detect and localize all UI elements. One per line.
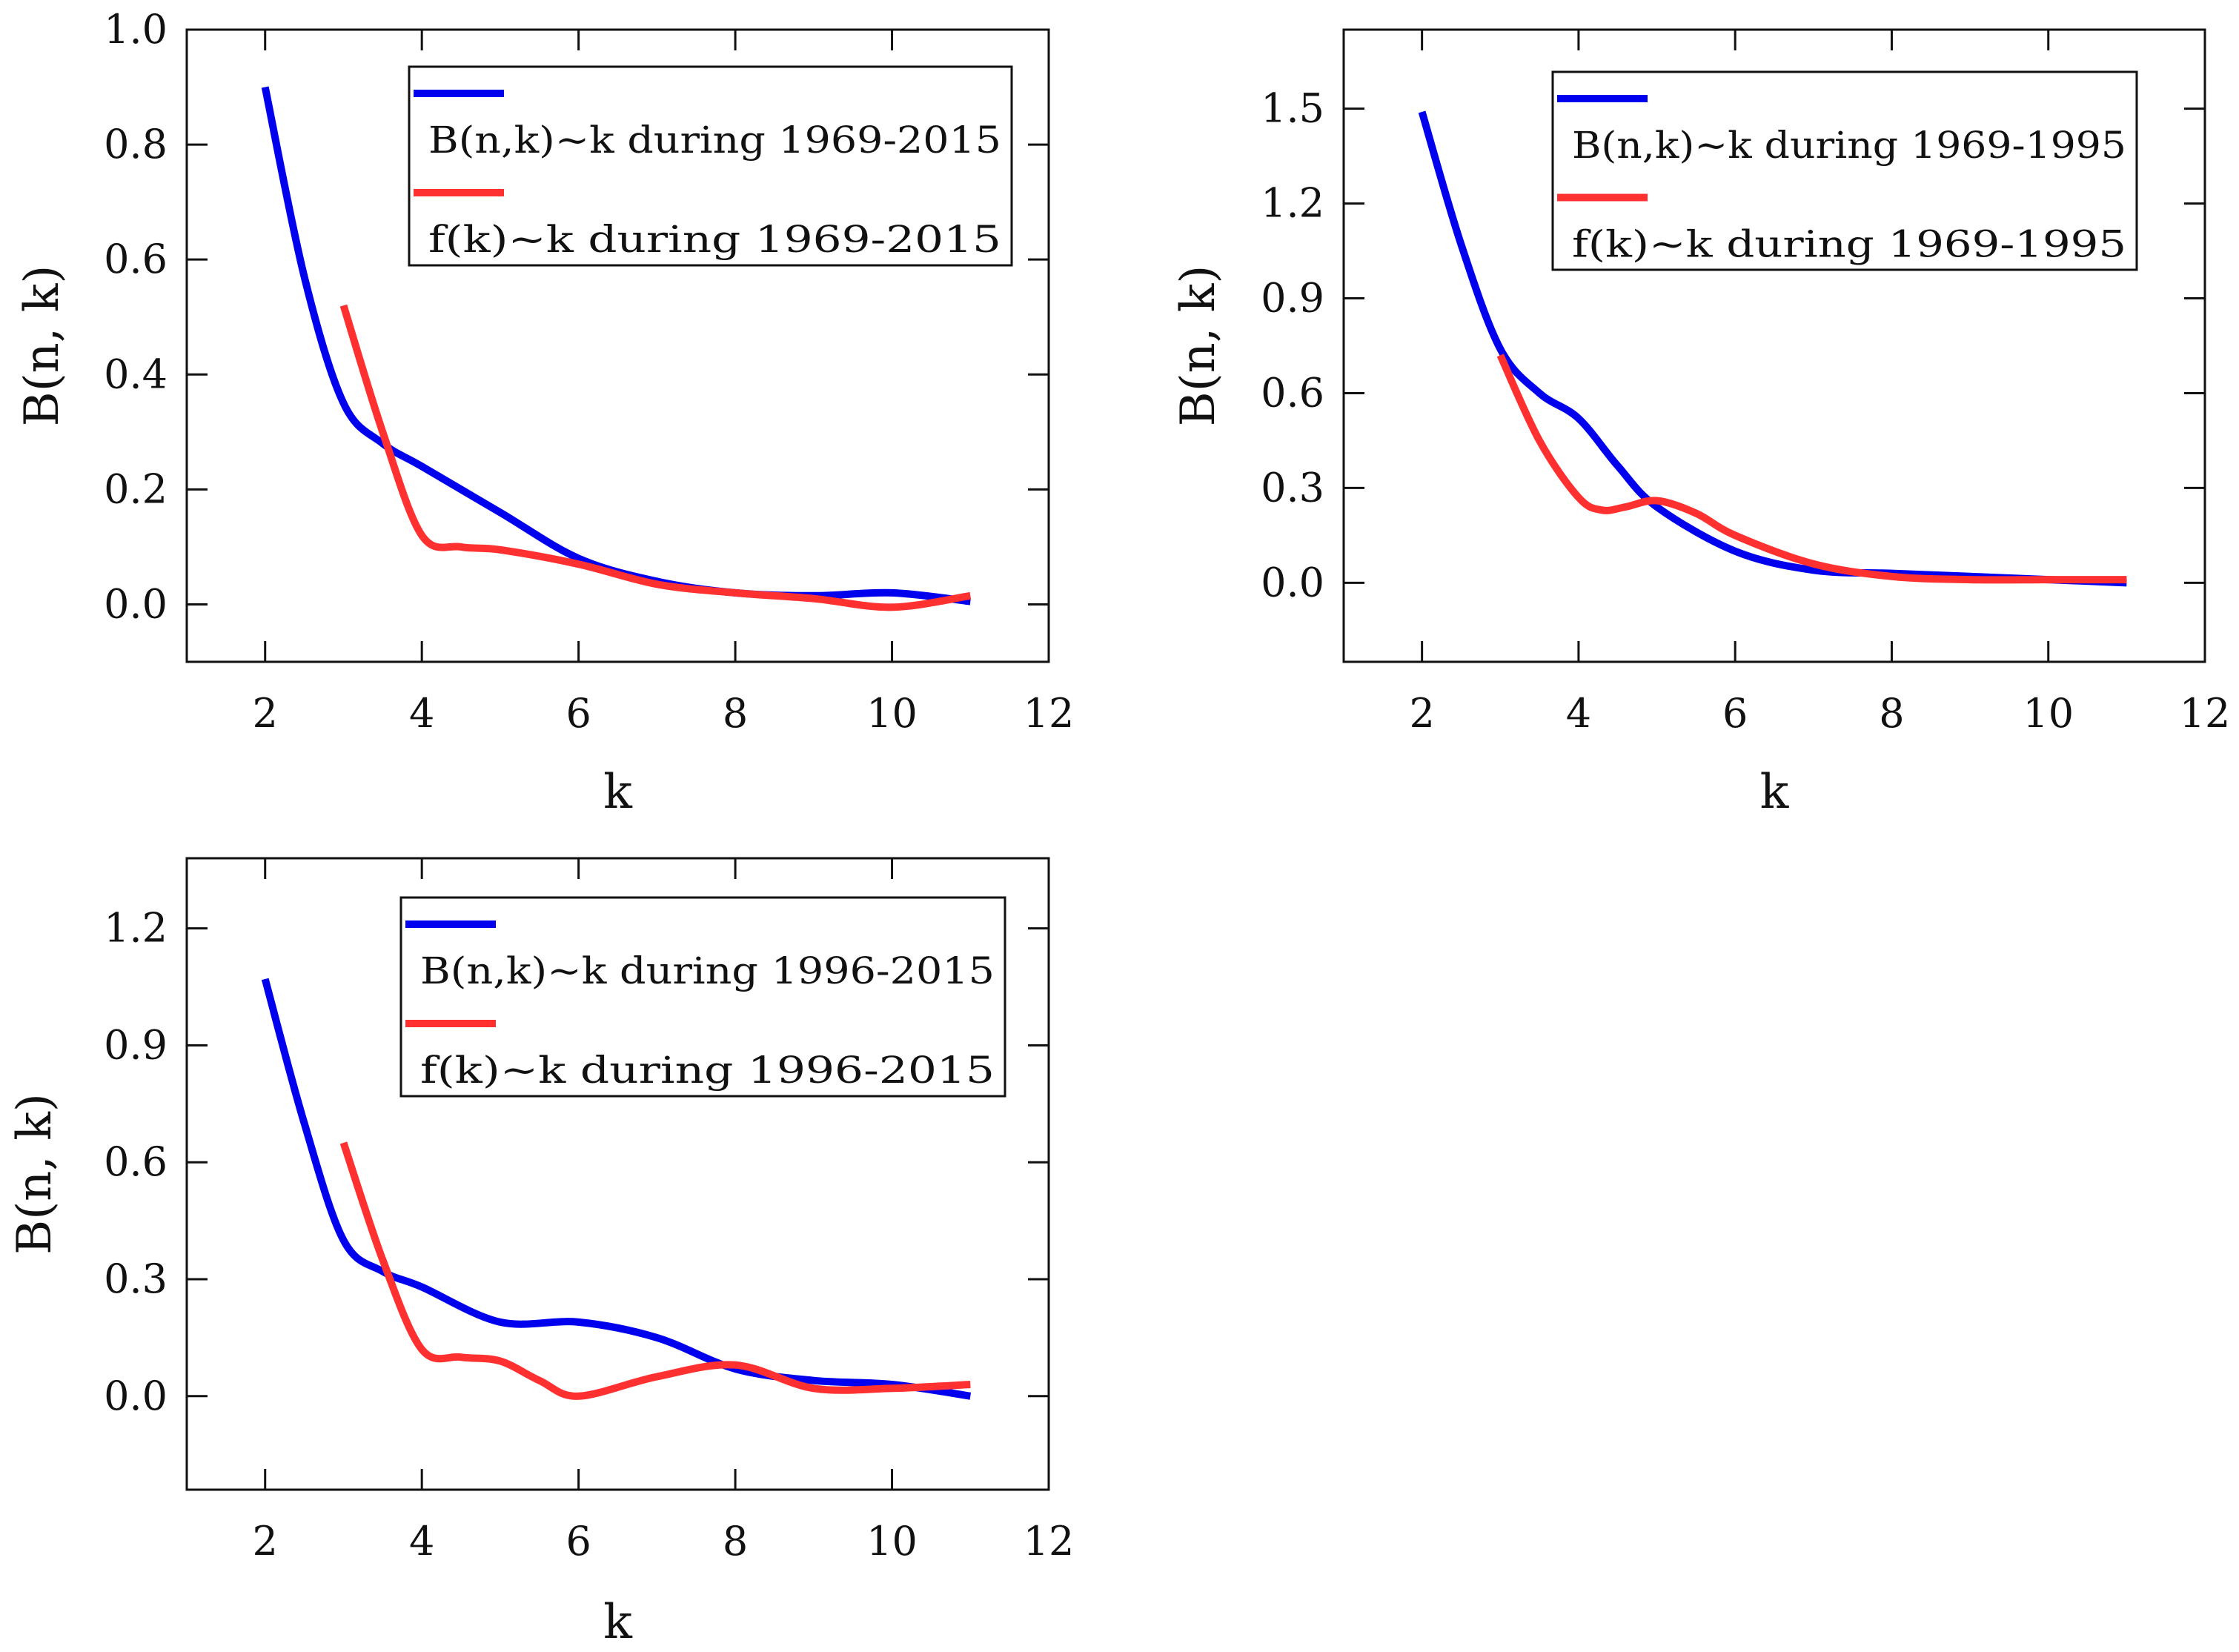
x-tick-label: 6 <box>565 1518 591 1565</box>
chart-1: 2 4 6 8 10 12 0.0 0.2 0.4 0.6 0.8 1.0 k B(n, k) B(n,k)… <box>15 6 1074 820</box>
x-axis-label: k <box>603 765 633 820</box>
y-tick-label: 0.0 <box>104 580 167 627</box>
legend-label: f(k)~k during 1969-2015 <box>428 218 1001 261</box>
legend-label: B(n,k)~k during 1969-1995 <box>1572 124 2126 167</box>
legend-label: B(n,k)~k during 1996-2015 <box>420 949 995 992</box>
x-tick-label: 8 <box>723 690 748 737</box>
x-tick-label: 4 <box>409 690 434 737</box>
x-tick-label: 4 <box>409 1518 434 1565</box>
legend-label: B(n,k)~k during 1969-2015 <box>428 119 1001 162</box>
y-tick-label: 0.6 <box>1261 369 1324 416</box>
y-tick-label: 0.8 <box>104 121 167 167</box>
y-tick-label: 0.0 <box>1261 559 1324 606</box>
plot-frame <box>185 28 1050 663</box>
x-tick-label: 10 <box>866 1518 918 1565</box>
x-tick-label: 2 <box>253 1518 278 1565</box>
legend-box <box>399 896 1006 1098</box>
x-tick-label: 6 <box>565 690 591 737</box>
x-tick-label: 2 <box>1409 690 1434 737</box>
x-tick-label: 8 <box>1879 690 1904 737</box>
x-axis-label: k <box>603 1595 633 1650</box>
y-tick-label: 0.9 <box>1261 275 1324 322</box>
y-tick-label: 1.2 <box>104 905 167 952</box>
y-tick-label: 1.5 <box>1261 85 1324 132</box>
y-tick-label: 1.2 <box>1261 180 1324 227</box>
plot-frame <box>1342 28 2206 663</box>
x-tick-label: 8 <box>723 1518 748 1565</box>
y-axis-label: B(n, k) <box>15 265 70 427</box>
y-tick-label: 1.0 <box>104 6 167 53</box>
legend: B(n,k)~k during 1969-2015 f(k)~k during 1… <box>408 65 1013 267</box>
series-line-f-k <box>1496 354 2127 584</box>
y-tick-label: 0.3 <box>1261 464 1324 511</box>
y-tick-label: 0.2 <box>104 465 167 512</box>
y-tick-label: 0.3 <box>104 1255 167 1302</box>
x-tick-label: 10 <box>866 690 918 737</box>
x-tick-label: 12 <box>2180 690 2231 737</box>
x-tick-label: 12 <box>1024 1518 1075 1565</box>
legend-box <box>1551 70 2138 271</box>
series-line-f-k <box>339 304 972 611</box>
y-axis-label: B(n, k) <box>7 1093 62 1255</box>
plot-frame <box>185 857 1050 1491</box>
legend-label: f(k)~k during 1969-1995 <box>1572 223 2126 266</box>
y-tick-label: 0.0 <box>104 1373 167 1419</box>
y-tick-label: 0.4 <box>104 351 167 397</box>
chart-3: 2 4 6 8 10 12 0.0 0.3 0.6 0.9 1.2 k B(n, k) B(n,k)~k … <box>7 857 1075 1650</box>
series-line-f-k <box>339 1141 971 1400</box>
x-tick-label: 10 <box>2023 690 2074 737</box>
series-line-b-n-k <box>261 978 972 1400</box>
y-tick-label: 0.6 <box>104 236 167 282</box>
y-tick-label: 0.9 <box>104 1021 167 1068</box>
x-tick-label: 2 <box>253 690 278 737</box>
legend-box <box>408 65 1013 267</box>
legend-label: f(k)~k during 1996-2015 <box>420 1049 995 1092</box>
x-axis-label: k <box>1760 765 1790 820</box>
legend: B(n,k)~k during 1969-1995 f(k)~k during 1… <box>1551 70 2138 271</box>
x-tick-label: 6 <box>1722 690 1748 737</box>
x-tick-label: 4 <box>1566 690 1591 737</box>
y-tick-label: 0.6 <box>104 1138 167 1185</box>
chart-2: 2 4 6 8 10 12 0.0 0.3 0.6 0.9 1.2 1.5 k B(n, k) B(n,k)… <box>1171 28 2231 820</box>
y-axis-label: B(n, k) <box>1171 265 1226 427</box>
legend: B(n,k)~k during 1996-2015 f(k)~k during 1… <box>399 896 1006 1098</box>
x-tick-label: 12 <box>1024 690 1075 737</box>
